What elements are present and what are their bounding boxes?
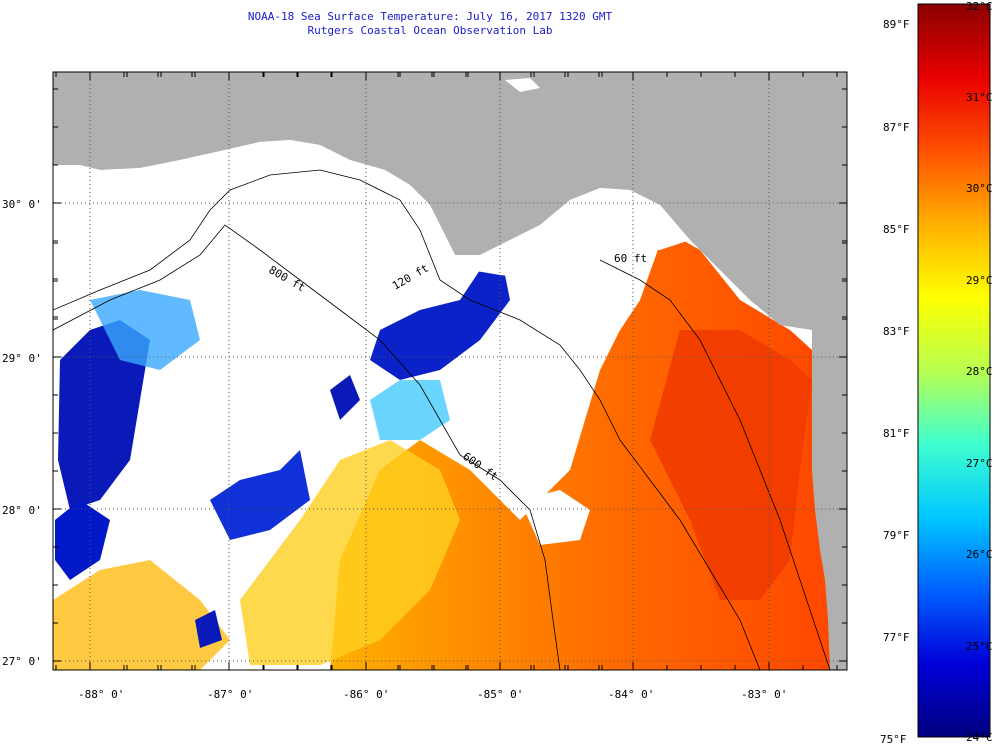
cool-water-center [370, 380, 450, 440]
lat-label: 29° 0' [2, 352, 42, 365]
cool-water-west [90, 290, 200, 370]
cold-water-center-2 [210, 450, 310, 540]
land-north [53, 72, 847, 330]
map-title: NOAA-18 Sea Surface Temperature: July 16… [247, 10, 613, 23]
lon-label: -86° 0' [343, 688, 389, 701]
lon-label: -84° 0' [608, 688, 654, 701]
graticule [53, 72, 847, 670]
cloud-patch-top [505, 78, 540, 92]
bathymetry-contours [53, 169, 831, 670]
mid-water-region [240, 440, 460, 665]
cold-water-center [370, 250, 510, 380]
contour-800ft [53, 224, 561, 670]
contour-label: 60 ft [614, 252, 647, 265]
map-plot-area [53, 72, 847, 670]
contour-120ft [53, 169, 761, 670]
cold-water-spot-2 [330, 375, 360, 420]
cloud-patch [580, 270, 640, 330]
lat-label: 30° 0' [2, 198, 42, 211]
lon-label: -88° 0' [78, 688, 124, 701]
latitude-labels: 30° 0' 29° 0' 28° 0' 27° 0' [2, 198, 42, 668]
hot-water-region [650, 330, 812, 600]
map-frame [52, 71, 848, 671]
cold-water-west-2 [55, 500, 110, 580]
coastal-no-data [53, 140, 690, 280]
cold-water-west [58, 320, 150, 510]
land-east-coast [812, 330, 847, 670]
cloud-patch [520, 490, 590, 545]
lon-label: -83° 0' [741, 688, 787, 701]
axis-ticks [53, 72, 847, 670]
map-subtitle: Rutgers Coastal Ocean Observation Lab [307, 24, 553, 37]
mid-water-region-sw [53, 560, 230, 670]
lon-label: -87° 0' [207, 688, 253, 701]
longitude-labels: -88° 0' -87° 0' -86° 0' -85° 0' -84° 0' … [78, 688, 787, 701]
lat-label: 27° 0' [2, 655, 42, 668]
lon-label: -85° 0' [477, 688, 523, 701]
land-peninsula-west [82, 95, 110, 165]
cold-water-spot [195, 610, 222, 648]
lat-label: 28° 0' [2, 504, 42, 517]
contour-600ft [599, 259, 831, 670]
